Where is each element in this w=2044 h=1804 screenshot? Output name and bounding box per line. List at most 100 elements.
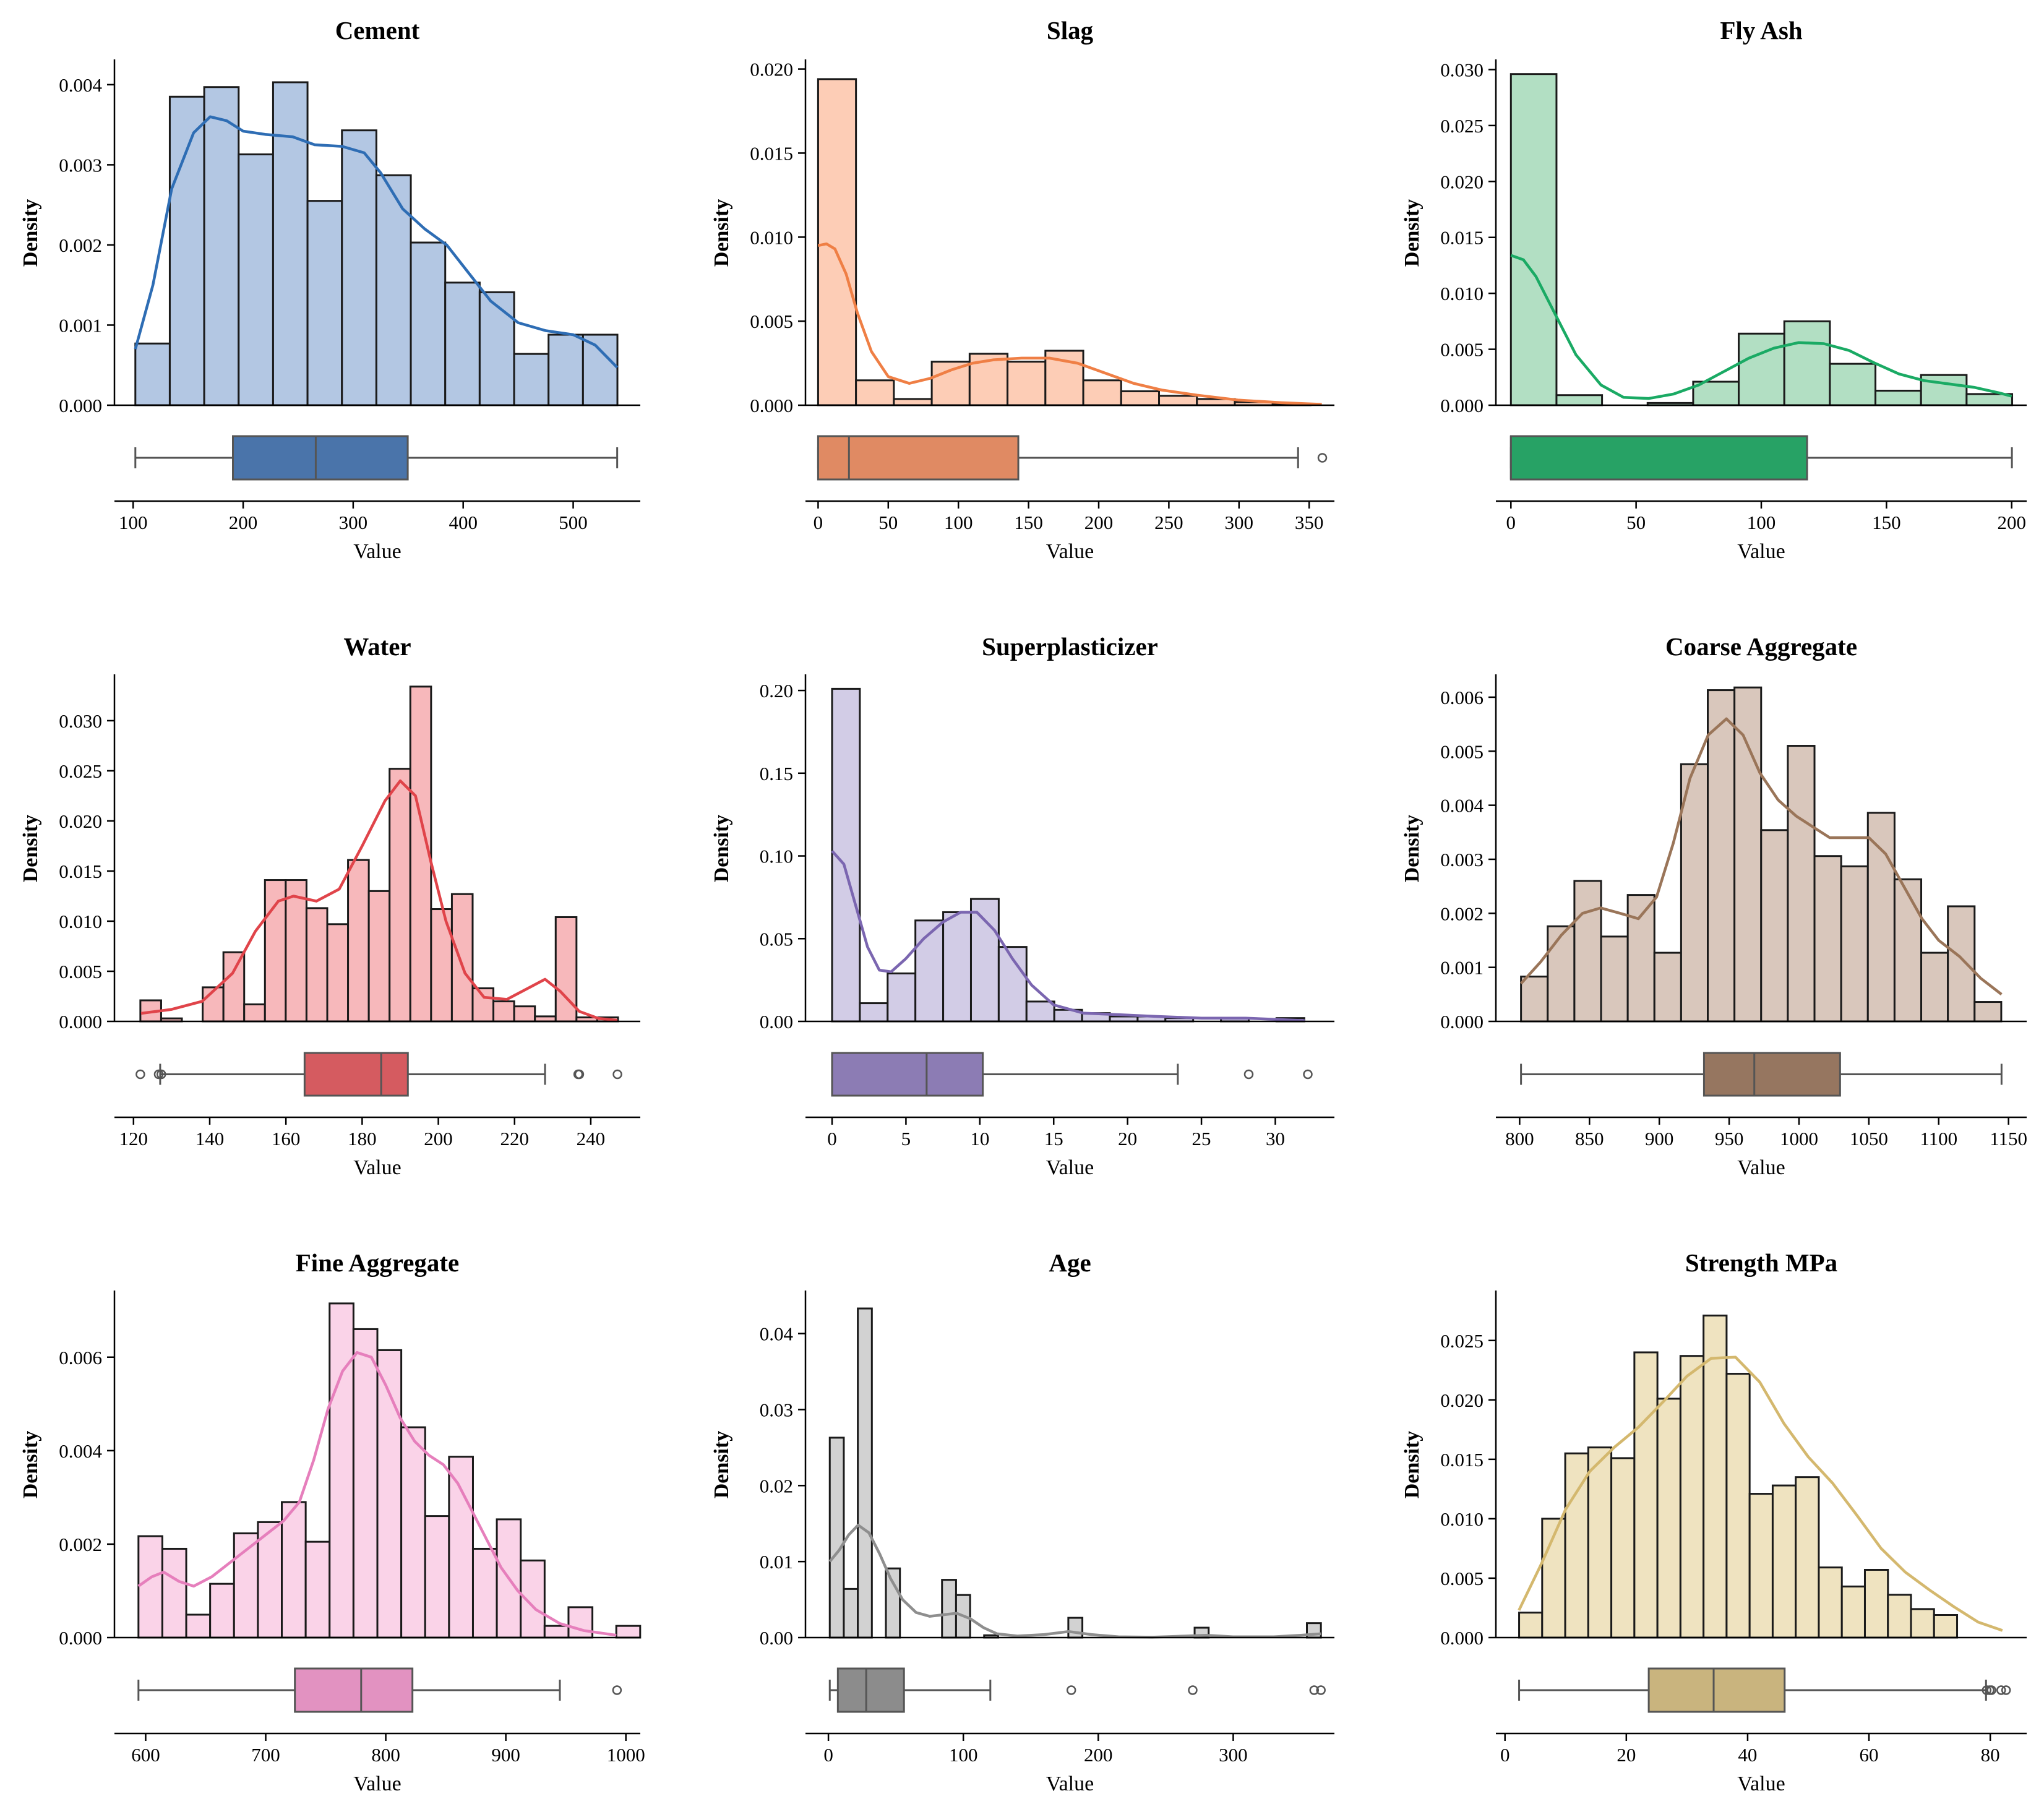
histogram-bar — [969, 898, 1000, 1023]
y-tick-label: 0.030 — [1440, 59, 1484, 80]
histogram-bar — [492, 1000, 515, 1023]
histogram-bar — [281, 1501, 307, 1639]
x-tick-label: 140 — [195, 1128, 225, 1149]
histogram-bar — [554, 916, 578, 1023]
histogram-bar — [1947, 905, 1976, 1023]
panel-title: Strength MPa — [1685, 1248, 1837, 1277]
histogram-bar — [1025, 1000, 1055, 1023]
histogram — [831, 687, 1305, 1023]
y-tick-label: 0.004 — [59, 1440, 102, 1462]
histogram-bar — [828, 1437, 845, 1639]
histogram-bar — [389, 768, 411, 1023]
x-tick-label: 200 — [1084, 1744, 1113, 1766]
x-tick-label: 800 — [371, 1744, 400, 1766]
histogram-bar — [306, 200, 343, 406]
x-tick-label: 1100 — [1920, 1128, 1957, 1149]
histogram-bar — [347, 859, 370, 1023]
histogram-bar — [1813, 855, 1842, 1023]
x-tick-label: 150 — [1872, 512, 1901, 533]
histogram-bar — [328, 1302, 354, 1639]
histogram-bar — [513, 1005, 536, 1023]
y-tick-label: 0.015 — [1440, 227, 1484, 249]
histogram-bar — [1518, 1612, 1544, 1639]
histogram-bar — [1633, 1351, 1659, 1639]
histogram-bar — [1707, 689, 1736, 1023]
histogram-bar — [341, 129, 377, 406]
histogram-bar — [134, 342, 171, 406]
x-tick-label: 180 — [348, 1128, 377, 1149]
histogram-bar — [857, 1307, 873, 1639]
outlier-point — [1066, 1685, 1076, 1695]
histogram-bar — [1874, 389, 1922, 406]
histogram-bar — [1610, 1457, 1636, 1639]
x-axis-label: Value — [1737, 1772, 1785, 1795]
histogram-bar — [1771, 1484, 1797, 1639]
histogram-bar — [410, 241, 447, 406]
kde-curve — [140, 779, 618, 1022]
y-tick-label: 0.01 — [760, 1551, 793, 1573]
y-tick-label: 0.006 — [1440, 687, 1484, 708]
x-tick-label: 1000 — [607, 1744, 645, 1766]
x-tick-label: 220 — [500, 1128, 529, 1149]
panel-4: Water Density 0.000 0.005 0.010 0.015 0.020 0.0… — [19, 632, 640, 1179]
y-tick-label: 0.000 — [59, 1627, 102, 1649]
histogram-bar — [582, 333, 619, 406]
boxplot — [831, 1052, 1313, 1097]
histogram-bar — [1920, 374, 1968, 406]
histogram-bar — [615, 1625, 642, 1639]
histogram-bar — [450, 893, 474, 1023]
histogram-bar — [1725, 1373, 1751, 1639]
histogram-bar — [1893, 878, 1923, 1023]
x-tick-label: 1050 — [1850, 1128, 1888, 1149]
panel-8: Age Density 0.00 0.01 0.02 0.03 0.04 0 100 200 300… — [710, 1248, 1334, 1795]
histogram-bar — [1587, 1446, 1613, 1639]
x-tick-label: 20 — [1118, 1128, 1137, 1149]
panel-1: Cement Density 0.000 0.001 0.002 0.003 0.004 10… — [19, 16, 640, 563]
kde-curve — [1510, 254, 2012, 400]
y-tick-label: 0.004 — [1440, 795, 1484, 817]
y-tick-label: 0.000 — [1440, 395, 1484, 416]
histogram-bar — [1120, 390, 1161, 406]
histogram-bar — [264, 879, 287, 1023]
histogram-bar — [161, 1547, 187, 1639]
y-axis-label: Density — [1401, 815, 1424, 883]
x-tick-label: 400 — [449, 512, 478, 533]
histogram-bar — [1818, 1566, 1843, 1639]
histogram-bar — [855, 379, 895, 406]
histogram-bar — [1863, 1569, 1889, 1639]
histogram-bar — [887, 972, 917, 1023]
y-tick-label: 0.05 — [760, 928, 793, 950]
histogram-bar — [352, 1328, 379, 1639]
outlier-point — [157, 1069, 166, 1080]
panel-title: Age — [1049, 1248, 1091, 1277]
x-axis-label: Value — [353, 540, 401, 563]
y-tick-label: 0.002 — [59, 234, 102, 256]
y-tick-label: 0.00 — [760, 1011, 793, 1033]
histogram-bar — [1509, 73, 1558, 406]
y-tick-label: 0.04 — [760, 1323, 794, 1345]
histogram-bar — [375, 174, 412, 406]
y-tick-label: 0.005 — [1440, 741, 1484, 762]
x-axis-label: Value — [1046, 540, 1094, 563]
y-axis-label: Density — [710, 199, 733, 267]
histogram-bar — [1910, 1608, 1935, 1639]
y-tick-label: 0.005 — [59, 961, 102, 982]
histogram-bar — [817, 78, 857, 406]
y-tick-label: 0.003 — [59, 154, 102, 176]
histogram-bar — [1600, 935, 1629, 1023]
boxplot — [1520, 1052, 2003, 1097]
box-iqr — [836, 1667, 905, 1713]
boxplot — [135, 1052, 622, 1097]
histogram-bar — [400, 1426, 426, 1639]
x-tick-label: 200 — [424, 1128, 453, 1149]
histogram-bar — [1866, 812, 1896, 1023]
x-tick-label: 900 — [1645, 1128, 1674, 1149]
x-tick-label: 300 — [339, 512, 368, 533]
histogram-bar — [243, 1003, 266, 1023]
kde-curve — [1518, 1355, 2003, 1632]
y-tick-label: 0.015 — [59, 861, 102, 882]
outlier-point — [1996, 1685, 2006, 1695]
outlier-point — [1188, 1685, 1198, 1695]
x-axis-label: Value — [1046, 1156, 1094, 1179]
x-tick-label: 60 — [1860, 1744, 1879, 1766]
